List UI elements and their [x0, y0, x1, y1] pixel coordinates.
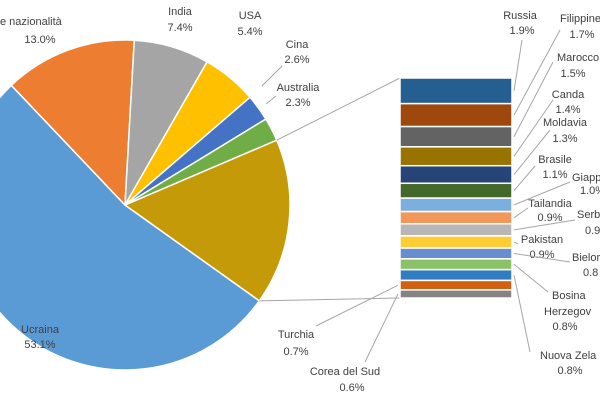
bar-label: Filippine [560, 13, 600, 25]
leader-line [513, 263, 549, 293]
bar-value-label: 1.1% [542, 169, 567, 181]
bar-segment [399, 77, 513, 105]
slice-value-label: 53.1% [24, 339, 55, 351]
bar-segment [399, 182, 513, 199]
slice-label: Cina [286, 39, 310, 51]
bar-label: Bielor [572, 252, 600, 264]
slice-label: Ucraina [21, 324, 60, 336]
slice-value-label: 2.6% [284, 54, 309, 66]
bar-segment [399, 223, 513, 237]
bar-value-label: 0.9% [529, 249, 554, 261]
bar-value-label: 1.3% [552, 133, 577, 145]
bar-value-label: 0.6% [339, 382, 364, 394]
bar-value-label: 1.4% [555, 104, 580, 116]
bar-segment [399, 258, 513, 271]
bar-segment [399, 164, 513, 185]
bar-value-label: 1.9% [509, 25, 534, 37]
bar-label: Moldavia [543, 117, 588, 129]
leader-line [261, 65, 283, 87]
leader-line [315, 284, 399, 327]
connector [276, 77, 401, 141]
slice-value-label: 2.3% [285, 97, 310, 109]
bar-label: Bosina Herzegov [544, 290, 592, 318]
bar-segment [399, 125, 513, 148]
bar-value-label: 0.8% [552, 321, 577, 333]
bar-value-label: 0.8% [557, 365, 582, 377]
pie-slice [0, 84, 261, 371]
bar-label: Nuova Zela [540, 350, 597, 362]
leader-line [513, 61, 554, 137]
leader-line [364, 293, 399, 363]
bar-label: Giapp [572, 172, 600, 184]
leader-line [513, 274, 531, 353]
slice-value-label: 13.0% [24, 34, 55, 46]
slice-value-label: 7.4% [167, 22, 192, 34]
leader-line [513, 219, 576, 231]
bar-segment [399, 210, 513, 225]
bar-label: Turchia [278, 329, 315, 341]
leader-line [513, 129, 551, 175]
bar-label: Canda [552, 89, 585, 101]
bar-label: Corea del Sud [310, 366, 380, 378]
leader-line [265, 95, 277, 105]
bar-segment [399, 235, 513, 249]
bar-value-label: 1.0% [580, 185, 600, 197]
bar-label: Russia [503, 10, 538, 22]
bar-segment [399, 289, 513, 299]
connector [259, 297, 401, 302]
leader-line [513, 29, 561, 116]
slice-label: USA [239, 10, 262, 22]
bar-label: Tailandia [528, 198, 572, 210]
bar-label: Marocco [557, 52, 599, 64]
bar-segment [399, 279, 513, 291]
slice-label: Australia [277, 82, 321, 94]
leader-line [513, 241, 519, 245]
bar-segment [399, 268, 513, 282]
leader-line [513, 99, 554, 157]
slice-value-label: 5.4% [237, 26, 262, 38]
leader-line [513, 181, 571, 206]
leader-line [513, 39, 523, 91]
bar-segment [399, 247, 513, 260]
bar-segment [399, 197, 513, 213]
bar-segment [399, 146, 513, 167]
slice-label: India [168, 6, 193, 18]
slice-label: e nazionalità [0, 16, 63, 28]
bar-label: Serb [577, 209, 600, 221]
bar-segment [399, 102, 513, 128]
leader-line [513, 165, 536, 192]
bar-value-label: 0.9% [537, 212, 562, 224]
leader-line [513, 207, 529, 219]
leader-line [513, 252, 571, 263]
bar-value-label: 1.5% [560, 68, 585, 80]
pie-slice-other [123, 139, 291, 302]
bar-value-label: 0.8 [583, 267, 598, 279]
pie-slice [10, 39, 136, 207]
bar-label: Brasile [538, 154, 572, 166]
bar-value-label: 1.7% [569, 29, 594, 41]
bar-value-label: 0.9 [585, 225, 600, 237]
bar-label: Pakistan [521, 234, 563, 246]
bar-value-label: 0.7% [283, 346, 308, 358]
